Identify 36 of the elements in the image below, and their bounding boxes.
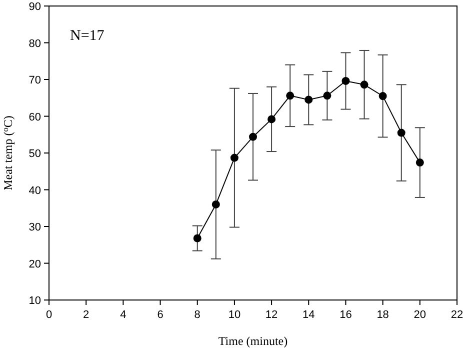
y-tick-label: 40 [28,184,41,197]
y-tick-label: 60 [28,111,41,124]
x-tick-label: 8 [194,309,200,321]
x-tick-label: 6 [157,309,164,321]
y-tick-label: 70 [28,74,41,86]
x-tick-label: 22 [450,309,463,321]
point [416,158,424,167]
x-tick-label: 4 [120,309,126,321]
point [304,96,313,104]
point [378,92,387,100]
point [212,200,220,208]
y-tick-label: 10 [28,295,41,307]
point [230,154,238,162]
y-tick-label: 90 [28,1,41,13]
x-axis-title: Time (minute) [218,334,288,348]
x-tick-label: 2 [83,309,90,321]
point [193,234,202,242]
point [360,80,368,89]
x-tick-label: 10 [228,309,241,321]
x-tick-label: 12 [265,309,278,321]
y-tick-label: 50 [28,148,41,160]
annotation: N=17 [70,28,105,44]
x-tick-label: 14 [302,309,315,321]
y-tick-label: 30 [28,222,41,234]
y-tick-label: 80 [28,38,41,50]
point [268,115,276,124]
point [342,76,350,85]
x-tick-label: 18 [376,309,389,321]
point [323,92,332,100]
x-tick-label: 16 [340,309,352,321]
x-tick-label: 0 [46,309,52,321]
x-tick-label: 20 [414,309,426,321]
y-tick-label: 20 [28,258,41,270]
point [397,128,406,137]
point [286,92,294,100]
point [249,132,257,141]
